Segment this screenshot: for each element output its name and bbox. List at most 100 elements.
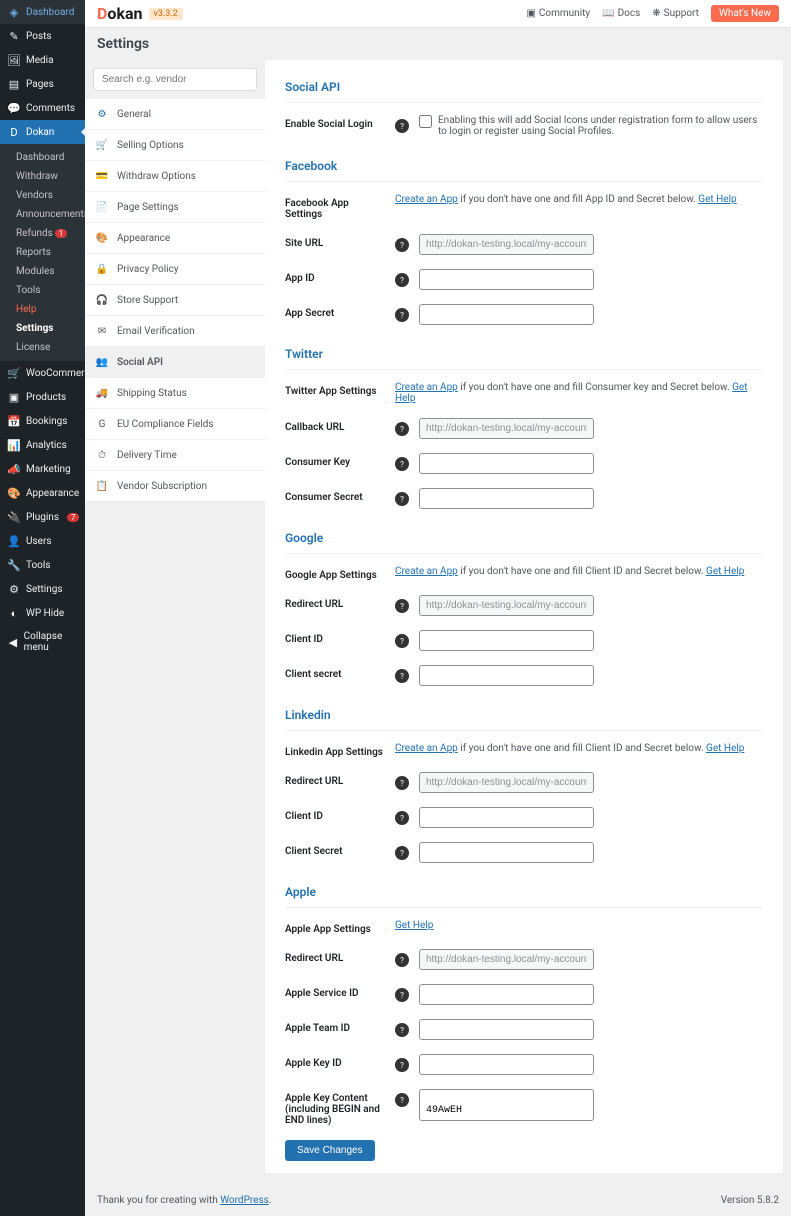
ap-key-id-input[interactable] [419, 1054, 594, 1075]
settings-nav-item[interactable]: 💳Withdraw Options [85, 161, 265, 192]
admin-menu-item[interactable]: ◈Dashboard [0, 0, 85, 24]
tw-settings-label: Twitter App Settings [285, 382, 385, 397]
support-link[interactable]: ❋ Support [652, 8, 699, 19]
submenu-item[interactable]: Announcements [0, 205, 85, 224]
li-secret-label: Client Secret [285, 842, 385, 857]
help-icon[interactable]: ? [395, 492, 409, 506]
fb-app-id-input[interactable] [419, 269, 594, 290]
help-icon[interactable]: ? [395, 846, 409, 860]
ap-redirect-label: Redirect URL [285, 949, 385, 964]
admin-menu-item[interactable]: 📊Analytics [0, 433, 85, 457]
tw-key-label: Consumer Key [285, 453, 385, 468]
tw-secret-input[interactable] [419, 488, 594, 509]
gg-secret-input[interactable] [419, 665, 594, 686]
search-input[interactable] [93, 68, 257, 91]
li-create-link[interactable]: Create an App [395, 743, 458, 754]
help-icon[interactable]: ? [395, 457, 409, 471]
settings-nav-item[interactable]: 📋Vendor Subscription [85, 471, 265, 502]
submenu-item[interactable]: Vendors [0, 186, 85, 205]
fb-create-link[interactable]: Create an App [395, 194, 458, 205]
tw-callback-label: Callback URL [285, 418, 385, 433]
settings-nav-item[interactable]: 📄Page Settings [85, 192, 265, 223]
whats-new-button[interactable]: What's New [711, 5, 779, 22]
tw-key-input[interactable] [419, 453, 594, 474]
submenu-item[interactable]: Refunds1 [0, 224, 85, 243]
settings-nav-item[interactable]: 🎧Store Support [85, 285, 265, 316]
help-icon[interactable]: ? [395, 422, 409, 436]
settings-nav-item[interactable]: ⚙General [85, 99, 265, 130]
submenu-item[interactable]: License [0, 338, 85, 357]
admin-menu-item[interactable]: 📣Marketing [0, 457, 85, 481]
help-icon[interactable]: ? [395, 1058, 409, 1072]
menu-icon: ▤ [8, 78, 20, 90]
gg-create-link[interactable]: Create an App [395, 566, 458, 577]
fb-app-secret-input[interactable] [419, 304, 594, 325]
settings-nav-item[interactable]: 👥Social API [85, 347, 265, 378]
gg-id-input[interactable] [419, 630, 594, 651]
li-secret-input[interactable] [419, 842, 594, 863]
submenu-item[interactable]: Dashboard [0, 148, 85, 167]
footer: Thank you for creating with WordPress. V… [85, 1185, 791, 1216]
fb-help-link[interactable]: Get Help [698, 194, 736, 205]
li-id-input[interactable] [419, 807, 594, 828]
enable-social-checkbox[interactable] [419, 115, 432, 128]
save-button[interactable]: Save Changes [285, 1140, 375, 1161]
submenu-item[interactable]: Modules [0, 262, 85, 281]
submenu-item[interactable]: Withdraw [0, 167, 85, 186]
nav-icon: 📋 [95, 479, 109, 493]
admin-menu-item[interactable]: ◀Collapse menu [0, 625, 85, 659]
help-icon[interactable]: ? [395, 1023, 409, 1037]
help-icon[interactable]: ? [395, 953, 409, 967]
admin-menu-item[interactable]: ✎Posts [0, 24, 85, 48]
settings-nav-item[interactable]: 🚚Shipping Status [85, 378, 265, 409]
help-icon[interactable]: ? [395, 988, 409, 1002]
help-icon[interactable]: ? [395, 119, 409, 133]
help-icon[interactable]: ? [395, 308, 409, 322]
docs-link[interactable]: 📖 Docs [602, 8, 640, 19]
settings-nav-item[interactable]: ✉Email Verification [85, 316, 265, 347]
admin-menu-item[interactable]: ⚙Settings [0, 577, 85, 601]
admin-menu-item[interactable]: 💬Comments [0, 96, 85, 120]
ap-team-id-input[interactable] [419, 1019, 594, 1040]
ap-service-id-input[interactable] [419, 984, 594, 1005]
admin-menu-item[interactable]: ◐WP Hide [0, 601, 85, 625]
settings-nav-item[interactable]: GEU Compliance Fields [85, 409, 265, 440]
admin-menu-item[interactable]: 🔧Tools [0, 553, 85, 577]
help-icon[interactable]: ? [395, 238, 409, 252]
admin-menu-item[interactable]: ▤Pages [0, 72, 85, 96]
help-icon[interactable]: ? [395, 669, 409, 683]
admin-menu-item[interactable]: 🛒WooCommerce [0, 361, 85, 385]
ap-key-content-input[interactable]: 49AwEH [419, 1089, 594, 1121]
submenu-item[interactable]: Reports [0, 243, 85, 262]
li-help-link[interactable]: Get Help [706, 743, 744, 754]
submenu-item[interactable]: Settings [0, 319, 85, 338]
wordpress-link[interactable]: WordPress [220, 1195, 269, 1206]
help-icon[interactable]: ? [395, 1093, 409, 1107]
gg-id-label: Client ID [285, 630, 385, 645]
settings-nav-item[interactable]: 🎨Appearance [85, 223, 265, 254]
settings-nav-item[interactable]: 🛒Selling Options [85, 130, 265, 161]
ap-help-link[interactable]: Get Help [395, 920, 433, 931]
gg-help-link[interactable]: Get Help [706, 566, 744, 577]
community-link[interactable]: ▣ Community [526, 8, 590, 19]
help-icon[interactable]: ? [395, 273, 409, 287]
admin-menu-item[interactable]: 👤Users [0, 529, 85, 553]
admin-menu-item[interactable]: 📅Bookings [0, 409, 85, 433]
settings-nav-item[interactable]: ⏱Delivery Time [85, 440, 265, 471]
submenu-item[interactable]: Help [0, 300, 85, 319]
admin-menu-item[interactable]: 🔌Plugins7 [0, 505, 85, 529]
admin-menu-item[interactable]: DDokan [0, 120, 85, 144]
admin-menu-item[interactable]: 🖼Media [0, 48, 85, 72]
help-icon[interactable]: ? [395, 599, 409, 613]
help-icon[interactable]: ? [395, 634, 409, 648]
admin-menu-item[interactable]: ▣Products [0, 385, 85, 409]
settings-nav-item[interactable]: 🔒Privacy Policy [85, 254, 265, 285]
help-icon[interactable]: ? [395, 811, 409, 825]
submenu-item[interactable]: Tools [0, 281, 85, 300]
tw-create-link[interactable]: Create an App [395, 382, 458, 393]
help-icon[interactable]: ? [395, 776, 409, 790]
menu-icon: 👤 [8, 535, 20, 547]
admin-menu-item[interactable]: 🎨Appearance [0, 481, 85, 505]
menu-icon: D [8, 126, 20, 138]
ap-key-id-label: Apple Key ID [285, 1054, 385, 1069]
